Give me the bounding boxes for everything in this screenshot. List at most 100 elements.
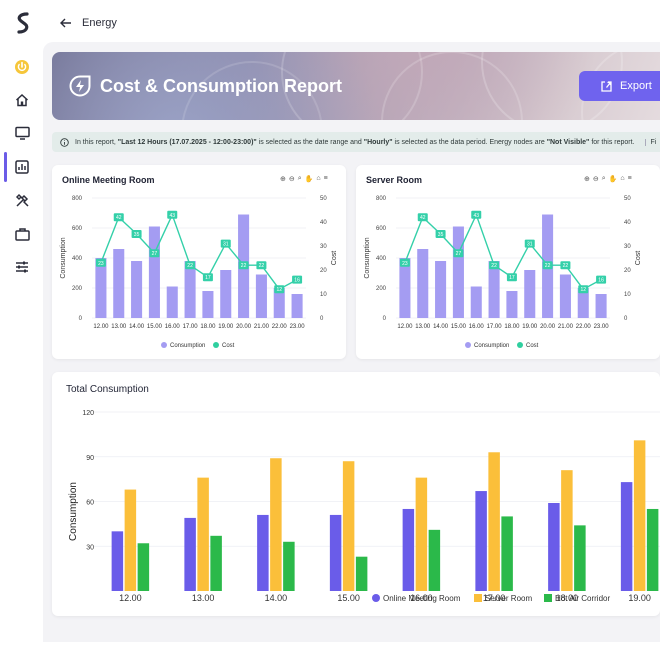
y2-tick-label: 0 xyxy=(320,316,324,322)
briefcase-icon[interactable] xyxy=(12,224,32,244)
cost-point xyxy=(453,249,464,258)
consumption-bar xyxy=(428,529,441,591)
pan-icon[interactable]: ✋ xyxy=(608,176,618,183)
consumption-bar xyxy=(166,286,178,318)
x-tick-label: 16.00 xyxy=(410,593,433,603)
consumption-bar xyxy=(148,226,160,318)
consumption-bar xyxy=(342,461,355,591)
y-tick-label: 90 xyxy=(86,455,94,462)
cost-data-label: 22 xyxy=(187,263,193,269)
legend-swatch xyxy=(544,594,552,602)
legend-label: Cost xyxy=(222,343,235,349)
cost-data-label: 31 xyxy=(223,242,229,248)
x-tick-label: 15.00 xyxy=(147,324,163,330)
zoom-out-icon[interactable]: ⊖ xyxy=(592,176,599,183)
cost-point xyxy=(417,213,428,222)
menu-icon[interactable]: ≡ xyxy=(323,175,328,182)
legend-label: Consumption xyxy=(474,343,509,349)
x-tick-label: 14.00 xyxy=(129,324,145,330)
home-icon[interactable] xyxy=(12,90,32,110)
reset-home-icon[interactable]: ⌂ xyxy=(620,175,625,182)
back-arrow-icon[interactable] xyxy=(60,18,72,28)
export-button[interactable]: Export xyxy=(579,71,660,101)
x-tick-label: 16.00 xyxy=(165,324,181,330)
x-tick-label: 18.00 xyxy=(504,324,520,330)
cost-point xyxy=(220,239,231,248)
y2-tick-label: 40 xyxy=(624,220,631,226)
export-label: Export xyxy=(620,80,652,92)
x-tick-label: 13.00 xyxy=(192,593,215,603)
consumption-bar xyxy=(355,556,368,591)
cost-point xyxy=(506,273,517,282)
chart-toolbar: ⊕ ⊖ ⌕ ✋ ⌂ ≡ xyxy=(584,175,632,183)
legend-label: Server Room xyxy=(485,594,532,603)
y-tick-label: 800 xyxy=(376,196,387,202)
legend-swatch xyxy=(213,342,219,348)
y-axis-label: Consumption xyxy=(68,482,79,541)
x-tick-label: 16.00 xyxy=(469,324,485,330)
cost-data-label: 22 xyxy=(545,263,551,269)
cost-line xyxy=(404,212,602,291)
pan-icon[interactable]: ✋ xyxy=(304,176,314,183)
consumption-bar xyxy=(595,294,607,318)
consumption-bar xyxy=(561,470,573,591)
consumption-bar xyxy=(488,452,500,591)
consumption-bar xyxy=(184,517,196,591)
chart-title: Total Consumption xyxy=(66,384,149,395)
reset-home-icon[interactable]: ⌂ xyxy=(316,175,321,182)
menu-icon[interactable]: ≡ xyxy=(627,175,632,182)
y2-tick-label: 30 xyxy=(624,244,631,250)
consumption-bar xyxy=(399,258,411,318)
legend-swatch xyxy=(465,342,471,348)
cost-point xyxy=(131,230,142,238)
x-tick-label: 13.00 xyxy=(111,324,127,330)
y2-tick-label: 20 xyxy=(320,268,327,274)
cost-point xyxy=(292,275,303,284)
consumption-bar xyxy=(452,226,464,318)
consumption-bar xyxy=(559,274,571,318)
y-tick-label: 600 xyxy=(376,226,387,232)
cost-data-label: 42 xyxy=(420,215,426,221)
info-overflow: Fi xyxy=(644,138,656,146)
y-tick-label: 800 xyxy=(72,196,83,202)
cost-data-label: 17 xyxy=(205,275,211,281)
cost-data-label: 43 xyxy=(473,213,479,219)
cost-data-label: 22 xyxy=(563,263,569,269)
zoom-in-icon[interactable]: ⊕ xyxy=(584,176,590,183)
sliders-icon[interactable] xyxy=(12,257,32,277)
legend-swatch xyxy=(372,594,380,602)
x-tick-label: 20.00 xyxy=(236,324,252,330)
cost-data-label: 16 xyxy=(294,278,300,284)
cost-point xyxy=(256,261,267,270)
x-tick-label: 17.00 xyxy=(183,324,199,330)
y-tick-label: 200 xyxy=(72,286,83,292)
tools-icon[interactable] xyxy=(12,190,32,210)
zoom-out-icon[interactable]: ⊖ xyxy=(288,176,295,183)
monitor-icon[interactable] xyxy=(12,123,32,143)
active-indicator xyxy=(4,152,7,182)
consumption-bar xyxy=(124,489,137,591)
cost-data-label: 27 xyxy=(456,251,462,257)
power-icon[interactable] xyxy=(12,57,32,77)
sidebar xyxy=(0,0,43,659)
x-tick-label: 15.00 xyxy=(337,593,360,603)
cost-point xyxy=(113,213,124,222)
page-title: Cost & Consumption Report xyxy=(100,76,342,96)
back-link[interactable]: Energy xyxy=(82,17,117,29)
y-tick-label: 60 xyxy=(86,500,94,507)
legend-swatch xyxy=(474,594,482,602)
report-banner xyxy=(52,52,660,120)
zoom-in-icon[interactable]: ⊕ xyxy=(280,176,286,183)
consumption-bar xyxy=(257,514,269,591)
magnify-icon[interactable]: ⌕ xyxy=(601,175,606,182)
x-tick-label: 15.00 xyxy=(451,324,467,330)
report-icon[interactable] xyxy=(12,157,32,177)
consumption-bar xyxy=(111,531,124,591)
cost-data-label: 22 xyxy=(241,263,247,269)
magnify-icon[interactable]: ⌕ xyxy=(297,175,302,182)
y2-tick-label: 30 xyxy=(320,244,327,250)
y2-tick-label: 50 xyxy=(320,196,327,202)
combo-chart: 0 200 400 600 800 0 10 20 30 40 50 Consumption Cost 1… xyxy=(364,196,642,349)
y2-tick-label: 10 xyxy=(320,292,327,298)
cost-point xyxy=(471,210,482,219)
